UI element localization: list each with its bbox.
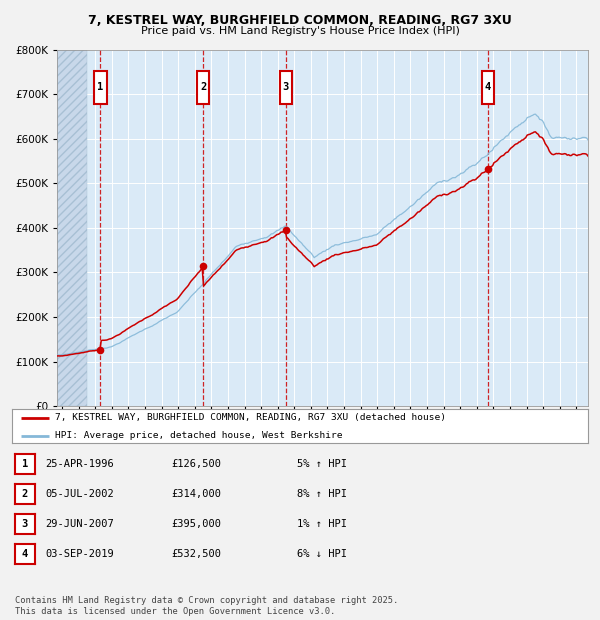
Text: HPI: Average price, detached house, West Berkshire: HPI: Average price, detached house, West… <box>55 432 343 440</box>
FancyBboxPatch shape <box>197 71 209 104</box>
FancyBboxPatch shape <box>280 71 292 104</box>
FancyBboxPatch shape <box>57 50 87 406</box>
Text: Contains HM Land Registry data © Crown copyright and database right 2025.
This d: Contains HM Land Registry data © Crown c… <box>15 596 398 616</box>
Text: 1% ↑ HPI: 1% ↑ HPI <box>297 519 347 529</box>
Text: £126,500: £126,500 <box>171 459 221 469</box>
Text: 8% ↑ HPI: 8% ↑ HPI <box>297 489 347 499</box>
Text: £314,000: £314,000 <box>171 489 221 499</box>
FancyBboxPatch shape <box>94 71 107 104</box>
Text: 29-JUN-2007: 29-JUN-2007 <box>45 519 114 529</box>
Text: 2: 2 <box>22 489 28 499</box>
Text: 2: 2 <box>200 82 206 92</box>
Text: Price paid vs. HM Land Registry's House Price Index (HPI): Price paid vs. HM Land Registry's House … <box>140 26 460 36</box>
Text: 5% ↑ HPI: 5% ↑ HPI <box>297 459 347 469</box>
FancyBboxPatch shape <box>482 71 494 104</box>
Text: 7, KESTREL WAY, BURGHFIELD COMMON, READING, RG7 3XU (detached house): 7, KESTREL WAY, BURGHFIELD COMMON, READI… <box>55 413 446 422</box>
Text: 4: 4 <box>485 82 491 92</box>
Text: 7, KESTREL WAY, BURGHFIELD COMMON, READING, RG7 3XU: 7, KESTREL WAY, BURGHFIELD COMMON, READI… <box>88 14 512 27</box>
Text: 1: 1 <box>22 459 28 469</box>
Text: 03-SEP-2019: 03-SEP-2019 <box>45 549 114 559</box>
Text: 1: 1 <box>97 82 104 92</box>
Text: 4: 4 <box>22 549 28 559</box>
Text: £395,000: £395,000 <box>171 519 221 529</box>
Text: £532,500: £532,500 <box>171 549 221 559</box>
Text: 05-JUL-2002: 05-JUL-2002 <box>45 489 114 499</box>
Text: 3: 3 <box>283 82 289 92</box>
Text: 6% ↓ HPI: 6% ↓ HPI <box>297 549 347 559</box>
Text: 25-APR-1996: 25-APR-1996 <box>45 459 114 469</box>
Text: 3: 3 <box>22 519 28 529</box>
